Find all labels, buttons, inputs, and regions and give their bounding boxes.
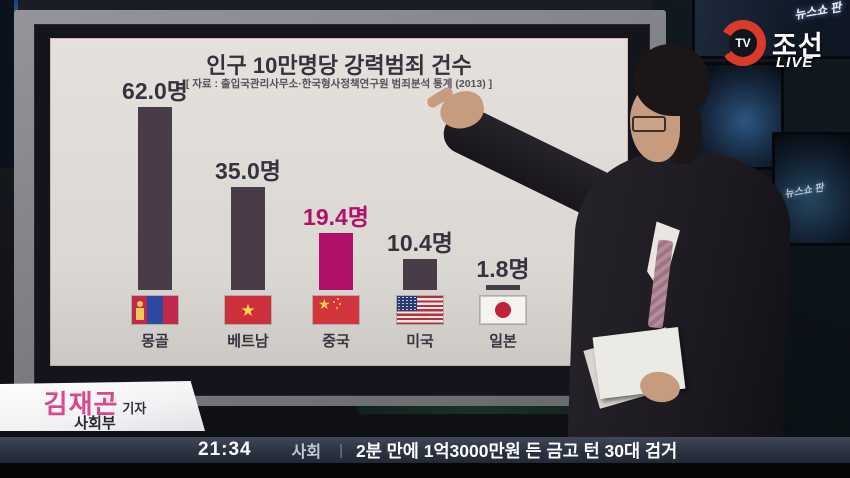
country-label: 미국 [406,333,434,350]
channel-tv-mark: TV [729,29,757,57]
presenter-suit [566,148,793,478]
reporter-nameplate: 김재곤 기자 사회부 [0,381,205,431]
bar-vietnam [231,187,265,290]
bar-chart: 인구 10만명당 강력범죄 건수 [ 자료 : 출입국관리사무소·한국형사정책연… [50,38,628,366]
chart-title: 인구 10만명당 강력범죄 건수 [206,53,472,78]
bar-japan [486,285,520,290]
ticker-time: 21:34 [198,439,252,460]
bar-china [319,233,353,290]
chart-source-note: [ 자료 : 출입국관리사무소·한국형사정책연구원 범죄분석 통계 (2013)… [185,78,493,90]
reporter-name: 김재곤 [43,389,119,419]
country-label: 일본 [489,333,517,350]
japan-flag-icon [480,296,526,324]
bar-value-label: 19.4명 [303,204,369,230]
usa-flag-icon [397,296,443,324]
bar-mongolia [138,107,172,290]
channel-logo: TV 조선 LIVE [720,16,850,72]
bar-value-label: 10.4명 [387,230,453,256]
studio-screen-left-bottom [0,0,14,168]
presenter-hair [634,44,710,116]
ticker-divider: | [339,441,343,459]
live-badge: LIVE [776,54,814,71]
vietnam-flag-icon [225,296,271,324]
reporter-department: 사회부 [74,415,116,432]
bar-value-label: 1.8명 [476,256,530,282]
mongolia-flag-icon [132,296,178,324]
studio-monitor-top-right [692,0,850,59]
bar-value-label: 35.0명 [215,158,281,184]
channel-swoosh-icon: TV [720,20,766,66]
channel-name: 조선 [772,31,824,61]
country-label: 몽골 [141,333,169,350]
ticker-headline: 2분 만에 1억3000만원 든 금고 턴 30대 검거 [355,440,678,461]
news-ticker: 21:34 사회 | 2분 만에 1억3000만원 든 금고 턴 30대 검거 [0,437,850,463]
china-flag-icon [313,296,359,324]
reporter-title: 기자 [122,401,147,416]
bar-usa [403,259,437,290]
ticker-category: 사회 [291,444,322,461]
country-label: 베트남 [227,333,269,350]
letterbox-bottom [0,463,850,478]
country-label: 중국 [322,333,350,350]
presenter-glasses [632,116,666,132]
bar-value-label: 62.0명 [122,78,188,104]
